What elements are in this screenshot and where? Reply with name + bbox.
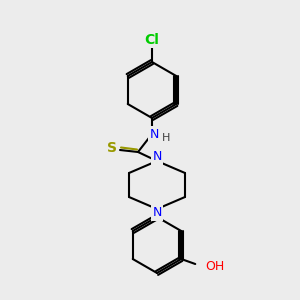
Text: H: H [162, 133, 170, 143]
Text: N: N [152, 151, 162, 164]
Text: Cl: Cl [145, 33, 159, 47]
Text: OH: OH [205, 260, 224, 272]
Text: N: N [149, 128, 159, 140]
Text: S: S [107, 141, 117, 155]
Text: N: N [152, 206, 162, 220]
